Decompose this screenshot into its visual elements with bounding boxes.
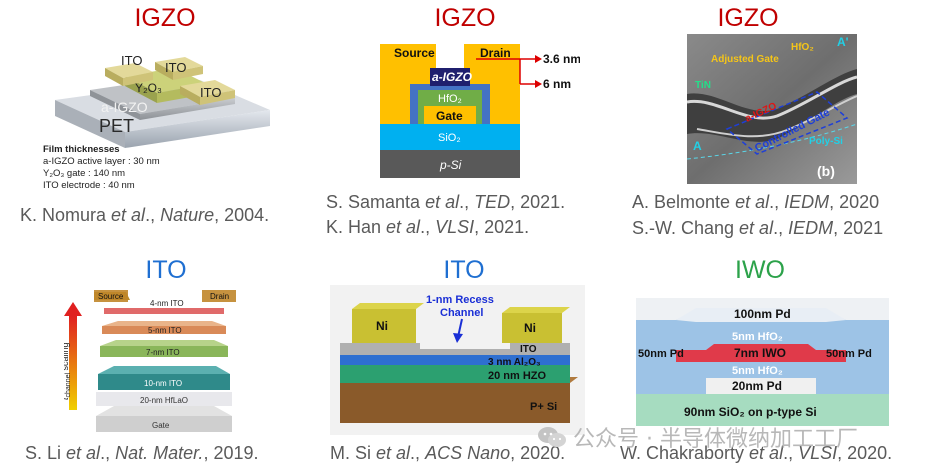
ito-label-2: ITO <box>165 60 186 75</box>
panel5-title: ITO <box>443 256 485 284</box>
tin-label: TiN <box>695 80 711 91</box>
panel6-title: IWO <box>735 256 785 284</box>
ni-left-label: Ni <box>376 319 388 333</box>
citation-chakraborty: W. Chakraborty et al., VLSI, 2020. <box>620 443 893 463</box>
citation-chang: S.-W. Chang et al., IEDM, 2021 <box>632 218 884 238</box>
ito-label-1: ITO <box>121 53 142 68</box>
figure-igzo-pet-device: ITO ITO ITO Y₂O₃ a-IGZO PET Film thickne… <box>35 40 295 200</box>
ito-10nm-label: 10-nm ITO <box>144 379 182 388</box>
sio2-substrate-label: 90nm SiO₂ on p-type Si <box>684 405 817 419</box>
citation-li: S. Li et al., Nat. Mater., 2019. <box>25 443 259 463</box>
a-igzo-label: a-IGZO <box>101 99 148 115</box>
figure-ito-recess-channel: P+ Si 20 nm HZO 3 nm Al₂O₃ ITO Ni Ni 1-n… <box>330 285 585 435</box>
watermark: 公众号 · 半导体微纳加工工厂 <box>537 421 937 453</box>
hfo2-bottom-label: 5nm HfO₂ <box>732 365 783 377</box>
al2o3-label: 3 nm Al₂O₃ <box>488 357 541 368</box>
pet-label: PET <box>99 116 134 136</box>
pd-50nm-right-label: 50nm Pd <box>826 348 872 360</box>
figure-ito-scaling-stack: tchannel scaling Gate 20-nm HfLaO 10-nm … <box>60 290 254 435</box>
source-label: Source <box>98 292 124 301</box>
panel-b-label: (b) <box>817 163 835 179</box>
gate-label: Gate <box>436 109 463 123</box>
panel1-title: IGZO <box>134 4 196 32</box>
recess-label: 1-nm Recess <box>426 294 494 306</box>
channel-label: Channel <box>440 307 483 319</box>
figure-igzo-tem-image: Adjusted Gate HfO₂ A' TiN a-IGZO Control… <box>686 34 858 184</box>
a-igzo-label: a-IGZO <box>432 70 473 84</box>
film-line-1: a-IGZO active layer : 30 nm <box>43 156 160 167</box>
citation-samanta: S. Samanta et al., TED, 2021. <box>326 192 566 212</box>
a-label: A <box>693 139 702 153</box>
iwo-7nm-label: 7nm IWO <box>734 346 786 360</box>
citation-nomura: K. Nomura et al., Nature, 2004. <box>20 205 270 225</box>
citation-han: K. Han et al., VLSI, 2021. <box>326 217 530 237</box>
poly-si-label: Poly-Si <box>809 136 843 147</box>
film-line-3: ITO electrode : 40 nm <box>43 180 135 191</box>
a-prime-label: A' <box>837 35 849 49</box>
ito-label-3: ITO <box>200 85 221 100</box>
p-plus-si-label: P+ Si <box>530 401 557 413</box>
drain-label: Drain <box>210 292 229 301</box>
hfo2-label: HfO₂ <box>791 42 814 53</box>
ito-5nm-label: 5-nm ITO <box>148 326 182 335</box>
p-si-label: p-Si <box>439 158 462 172</box>
hzo-label: 20 nm HZO <box>488 370 547 382</box>
figure-iwo-stack: 90nm SiO₂ on p-type Si 20nm Pd 100nm Pd … <box>636 298 889 426</box>
citation-belmonte: A. Belmonte et al., IEDM, 2020 <box>632 192 880 212</box>
ni-right-label: Ni <box>524 321 536 335</box>
hfo2-label: HfO₂ <box>438 93 462 105</box>
panel4-title: ITO <box>145 256 187 284</box>
figure-igzo-gate-stack: Source Drain a-IGZO HfO₂ Gate SiO₂ p-Si … <box>380 40 581 190</box>
scaling-axis-label: tchannel scaling <box>64 342 72 400</box>
y2o3-label: Y₂O₃ <box>135 81 162 95</box>
adjusted-gate-label: Adjusted Gate <box>711 54 779 65</box>
sio2-label: SiO₂ <box>438 132 461 144</box>
pd-100nm-label: 100nm Pd <box>734 307 791 321</box>
drain-label: Drain <box>480 46 511 60</box>
pd-20nm-label: 20nm Pd <box>732 379 782 393</box>
gate-label: Gate <box>152 421 170 430</box>
hfo2-top-label: 5nm HfO₂ <box>732 331 783 343</box>
panel3-title: IGZO <box>717 4 779 32</box>
film-line-2: Y₂O₃ gate : 140 nm <box>43 168 125 179</box>
dimension-6nm: 6 nm <box>543 77 571 91</box>
ito-7nm-label: 7-nm ITO <box>146 348 180 357</box>
pd-50nm-left-label: 50nm Pd <box>638 348 684 360</box>
source-label: Source <box>394 46 435 60</box>
wechat-icon <box>538 427 566 447</box>
ito-4nm-label: 4-nm ITO <box>150 299 184 308</box>
citation-si: M. Si et al., ACS Nano, 2020. <box>330 443 566 463</box>
film-thickness-title: Film thicknesses <box>43 144 120 155</box>
watermark-text: 公众号 · 半导体微纳加工工厂 <box>573 427 858 452</box>
ito-label: ITO <box>520 344 537 355</box>
dimension-3-6nm: 3.6 nm <box>543 52 580 66</box>
panel2-title: IGZO <box>434 4 496 32</box>
hflao-label: 20-nm HfLaO <box>140 396 188 405</box>
